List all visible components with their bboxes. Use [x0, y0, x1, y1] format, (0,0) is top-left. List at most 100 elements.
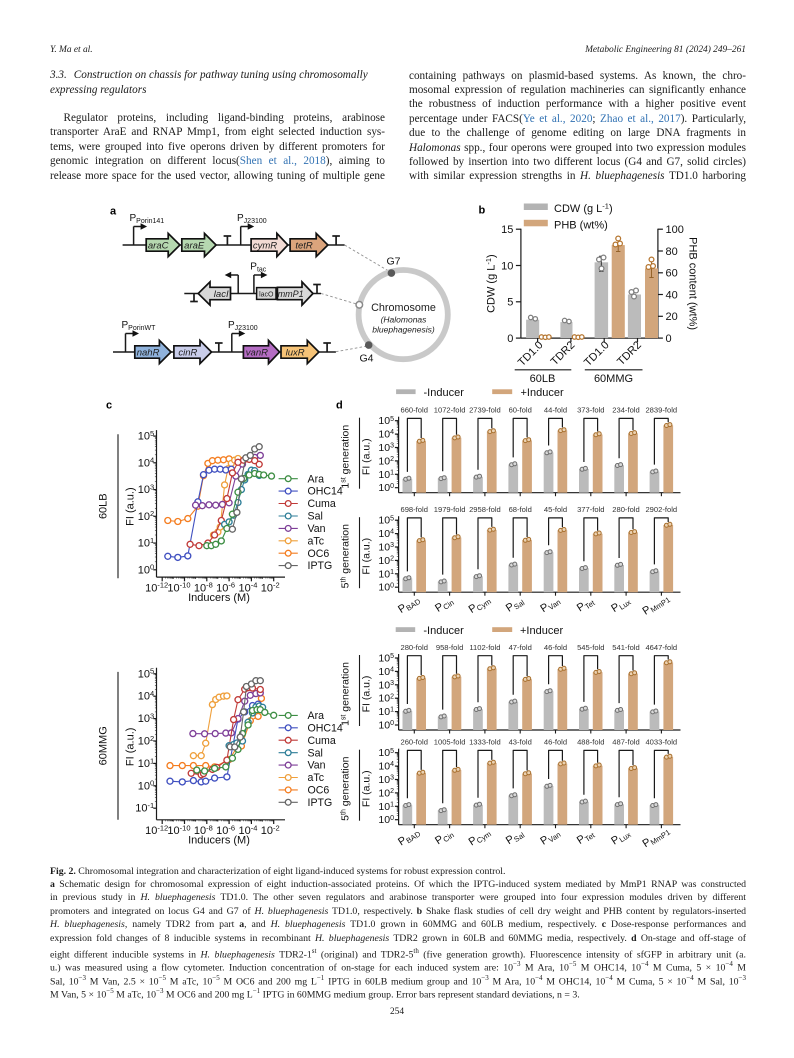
svg-text:CDW (g L-1): CDW (g L-1): [554, 202, 613, 216]
svg-text:105: 105: [378, 515, 394, 527]
svg-text:cymR: cymR: [253, 240, 277, 251]
svg-text:10-12: 10-12: [145, 823, 168, 837]
svg-text:1102-fold: 1102-fold: [469, 643, 500, 652]
svg-text:102: 102: [138, 509, 154, 523]
svg-text:TDR2: TDR2: [615, 339, 644, 368]
svg-text:541-fold: 541-fold: [612, 643, 639, 652]
svg-text:488-fold: 488-fold: [577, 738, 604, 747]
svg-text:+Inducer: +Inducer: [520, 625, 563, 637]
svg-text:101: 101: [138, 756, 154, 770]
svg-text:103: 103: [378, 774, 394, 786]
svg-text:Chromosome: Chromosome: [371, 302, 436, 314]
svg-text:a: a: [110, 206, 117, 218]
svg-text:c: c: [106, 400, 112, 412]
svg-text:OC6: OC6: [308, 548, 330, 560]
svg-text:IPTG: IPTG: [308, 797, 333, 809]
svg-text:45-fold: 45-fold: [544, 505, 567, 514]
svg-text:OHC14: OHC14: [308, 486, 343, 498]
svg-text:PPorin141: PPorin141: [130, 213, 165, 225]
svg-text:100: 100: [378, 720, 394, 732]
svg-text:PHB content (wt%): PHB content (wt%): [687, 237, 699, 330]
svg-text:4647-fold: 4647-fold: [645, 643, 677, 652]
svg-text:OC6: OC6: [308, 785, 330, 797]
svg-text:104: 104: [378, 528, 394, 540]
svg-text:103: 103: [378, 442, 394, 454]
svg-text:+Inducer: +Inducer: [521, 387, 564, 399]
svg-text:60MMG: 60MMG: [98, 726, 110, 765]
svg-text:105: 105: [378, 747, 394, 759]
svg-text:1st generation: 1st generation: [340, 425, 352, 489]
svg-text:105: 105: [378, 415, 394, 427]
svg-text:280-fold: 280-fold: [400, 643, 427, 652]
svg-text:lacO: lacO: [259, 291, 274, 298]
svg-text:FI (a.u.): FI (a.u.): [361, 770, 373, 807]
svg-text:60LB: 60LB: [530, 373, 556, 385]
svg-text:103: 103: [378, 679, 394, 691]
svg-text:-Inducer: -Inducer: [424, 387, 465, 399]
svg-text:5: 5: [507, 297, 513, 309]
svg-text:2839-fold: 2839-fold: [645, 406, 677, 415]
svg-text:102: 102: [378, 555, 394, 567]
svg-text:OHC14: OHC14: [308, 722, 343, 734]
svg-text:101: 101: [378, 706, 394, 718]
svg-text:PSal: PSal: [504, 595, 527, 616]
svg-text:68-fold: 68-fold: [509, 505, 532, 514]
svg-text:Ptac: Ptac: [250, 262, 267, 274]
svg-text:260-fold: 260-fold: [400, 738, 427, 747]
svg-text:101: 101: [378, 568, 394, 580]
svg-text:Inducers (M): Inducers (M): [188, 592, 250, 604]
svg-text:Ara: Ara: [308, 473, 325, 485]
svg-text:102: 102: [138, 734, 154, 748]
svg-text:PCym: PCym: [467, 593, 493, 616]
svg-text:FI (a.u.): FI (a.u.): [361, 538, 373, 575]
svg-text:PJ23100: PJ23100: [237, 213, 267, 225]
svg-text:44-fold: 44-fold: [544, 406, 567, 415]
svg-text:80: 80: [666, 246, 678, 258]
svg-text:CDW (g L-1): CDW (g L-1): [484, 254, 498, 313]
svg-text:101: 101: [138, 536, 154, 550]
svg-text:-Inducer: -Inducer: [423, 625, 464, 637]
svg-text:10-10: 10-10: [167, 823, 190, 837]
svg-text:60LB: 60LB: [98, 493, 110, 519]
svg-text:10-2: 10-2: [261, 581, 280, 595]
svg-text:100: 100: [138, 779, 154, 793]
svg-text:PBAD: PBAD: [396, 593, 423, 617]
svg-text:47-fold: 47-fold: [509, 643, 532, 652]
svg-text:2739-fold: 2739-fold: [469, 406, 501, 415]
svg-text:PVan: PVan: [538, 827, 562, 849]
svg-text:FI (a.u.): FI (a.u.): [125, 728, 137, 767]
svg-text:234-fold: 234-fold: [612, 406, 639, 415]
svg-text:102: 102: [378, 455, 394, 467]
svg-text:Van: Van: [308, 760, 326, 772]
svg-text:vanR: vanR: [246, 347, 268, 358]
svg-text:40: 40: [666, 289, 678, 301]
svg-text:cinR: cinR: [178, 347, 197, 358]
svg-text:0: 0: [507, 333, 513, 345]
svg-text:1979-fold: 1979-fold: [434, 505, 466, 514]
svg-text:102: 102: [378, 693, 394, 705]
svg-text:PPorinWT: PPorinWT: [122, 320, 157, 332]
svg-text:10-10: 10-10: [167, 581, 190, 595]
svg-text:10-1: 10-1: [135, 801, 154, 815]
svg-text:PCin: PCin: [433, 595, 456, 616]
svg-text:545-fold: 545-fold: [577, 643, 604, 652]
svg-text:1072-fold: 1072-fold: [434, 406, 466, 415]
svg-text:100: 100: [378, 482, 394, 494]
svg-text:G7: G7: [386, 256, 400, 268]
svg-text:5th generation: 5th generation: [340, 756, 352, 820]
svg-text:10-12: 10-12: [145, 581, 168, 595]
svg-text:104: 104: [378, 761, 394, 773]
svg-text:10-2: 10-2: [261, 823, 280, 837]
svg-text:104: 104: [378, 666, 394, 678]
svg-text:PLux: PLux: [609, 594, 633, 616]
svg-text:Van: Van: [308, 523, 326, 535]
svg-text:46-fold: 46-fold: [544, 738, 567, 747]
svg-text:0: 0: [666, 333, 672, 345]
svg-text:PHB (wt%): PHB (wt%): [554, 219, 608, 231]
svg-text:100: 100: [378, 814, 394, 826]
svg-text:PJ23100: PJ23100: [228, 320, 258, 332]
svg-text:PMmP1: PMmP1: [641, 592, 672, 619]
svg-text:60: 60: [666, 268, 678, 280]
svg-text:43-fold: 43-fold: [509, 738, 532, 747]
svg-text:373-fold: 373-fold: [577, 406, 604, 415]
